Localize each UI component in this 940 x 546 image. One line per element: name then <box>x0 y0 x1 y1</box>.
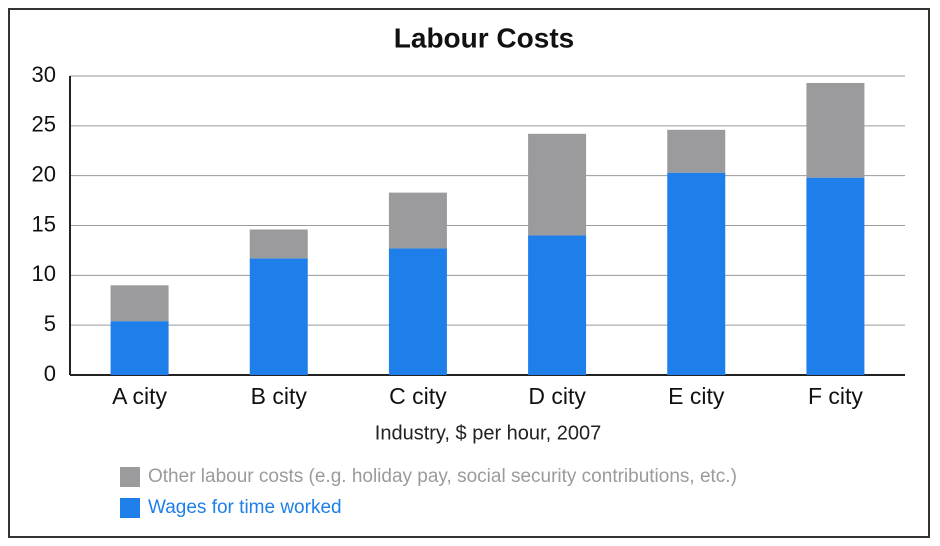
bar-segment <box>249 258 308 375</box>
bar-segment <box>110 321 169 375</box>
chart-title: Labour Costs <box>394 22 574 53</box>
bar-segment <box>528 235 587 375</box>
bar-segment <box>388 248 447 375</box>
x-tick-label: A city <box>112 383 167 409</box>
legend-swatch <box>120 498 140 518</box>
bar-segment <box>110 285 169 322</box>
x-tick-label: B city <box>251 383 308 409</box>
x-tick-label: E city <box>668 383 725 409</box>
grid: 0 5 10 15 20 25 30 A city B city C city D city E ci… <box>32 62 905 409</box>
y-tick-label: 30 <box>32 62 56 87</box>
bar-segment <box>806 177 865 375</box>
x-axis-label: Industry, $ per hour, 2007 <box>375 422 601 444</box>
bar-segment <box>388 192 447 249</box>
bar-segment <box>806 82 865 178</box>
frame <box>8 8 930 538</box>
x-tick-label: F city <box>808 383 863 409</box>
y-tick-label: 5 <box>44 311 56 336</box>
bar-segment <box>667 129 726 173</box>
bar-segment <box>249 229 308 259</box>
y-tick-label: 25 <box>32 112 56 137</box>
bar-segment <box>528 133 587 236</box>
legend-label: Other labour costs (e.g. holiday pay, so… <box>148 466 737 487</box>
y-tick-label: 10 <box>32 261 56 286</box>
bar-segment <box>667 172 726 375</box>
legend-swatch <box>120 467 140 487</box>
y-tick-label: 0 <box>44 361 56 386</box>
x-tick-label: D city <box>528 383 586 409</box>
bars <box>110 82 865 375</box>
legend: Wages for time worked Other labour costs … <box>120 466 737 518</box>
x-tick-label: C city <box>389 383 447 409</box>
y-tick-label: 20 <box>32 161 56 186</box>
legend-label: Wages for time worked <box>148 497 342 518</box>
y-tick-label: 15 <box>32 211 56 236</box>
